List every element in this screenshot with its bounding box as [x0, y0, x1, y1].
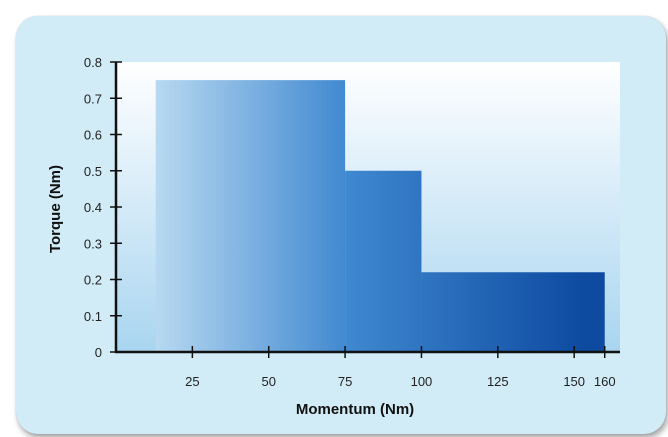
bar-step-1: [155, 80, 346, 352]
bar-step-2: [345, 170, 422, 352]
y-tick-label: 0.8: [84, 55, 102, 70]
x-tick-label: 25: [185, 374, 199, 389]
x-tick-label: 160: [594, 374, 616, 389]
x-tick-label: 75: [338, 374, 352, 389]
y-tick-label: 0.5: [84, 164, 102, 179]
bar-step-3: [421, 272, 605, 352]
y-tick-label: 0.4: [84, 200, 102, 215]
y-tick-label: 0.1: [84, 309, 102, 324]
y-axis-title: Torque (Nm): [47, 165, 64, 253]
y-tick-label: 0: [95, 345, 102, 360]
x-tick-label: 50: [261, 374, 275, 389]
x-tick-label: 100: [411, 374, 433, 389]
x-tick-label: 125: [487, 374, 509, 389]
y-tick-label: 0.2: [84, 273, 102, 288]
y-tick-label: 0.3: [84, 236, 102, 251]
x-axis-title: Momentum (Nm): [296, 401, 414, 418]
y-tick-label: 0.6: [84, 128, 102, 143]
y-tick-label: 0.7: [84, 91, 102, 106]
x-tick-label: 150: [563, 374, 585, 389]
